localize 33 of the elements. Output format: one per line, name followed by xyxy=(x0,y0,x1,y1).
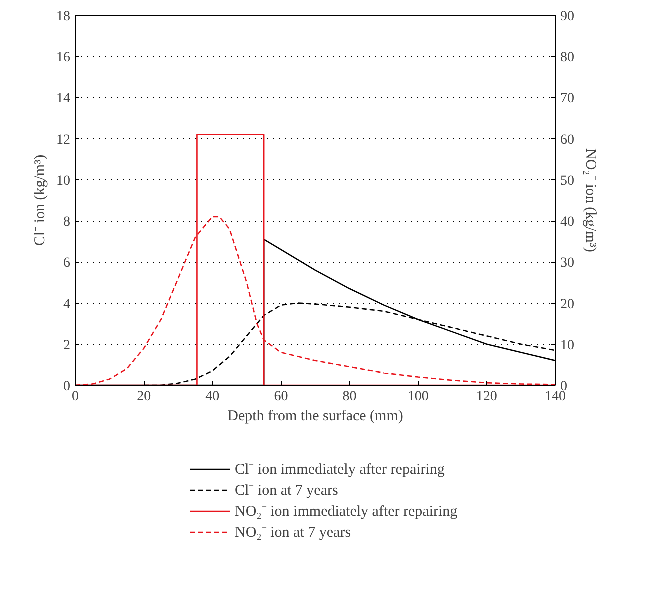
y-axis-title: Cl⁻ ion (kg/m³) xyxy=(32,154,48,246)
y-tick-label: 0 xyxy=(64,380,70,394)
y-tick-label: 18 xyxy=(56,10,70,24)
y-tick-label: 4 xyxy=(64,297,70,312)
y-tick-label: 2 xyxy=(64,338,70,354)
x-tick-label: 40 xyxy=(206,390,220,404)
x-tick-label: 140 xyxy=(545,390,566,404)
y2-axis-title: NO₂⁻ ion (kg/m³) xyxy=(582,148,598,252)
x-tick-label: 60 xyxy=(274,390,288,404)
legend-label: Cl⁻ ion at 7 years xyxy=(235,482,338,500)
y-tick-label: 8 xyxy=(64,215,70,230)
y2-tick-label: 40 xyxy=(560,215,574,230)
y-tick-label: 16 xyxy=(56,50,70,66)
y-tick-label: 10 xyxy=(56,174,70,189)
legend-label: NO₂⁻ ion at 7 years xyxy=(235,524,352,542)
y2-tick-label: 70 xyxy=(560,92,574,107)
x-tick-label: 20 xyxy=(137,390,152,404)
x-tick-label: 100 xyxy=(408,390,429,404)
y2-tick-label: 80 xyxy=(560,50,574,66)
y2-tick-label: 10 xyxy=(560,338,574,354)
y-tick-label: 14 xyxy=(56,92,70,107)
legend-label: NO₂⁻ ion immediately after repairing xyxy=(235,503,458,521)
y-tick-label: 12 xyxy=(56,132,70,148)
x-axis-title: Depth from the surface (mm) xyxy=(228,408,404,424)
x-tick-label: 80 xyxy=(342,390,357,404)
y2-tick-label: 30 xyxy=(560,256,574,272)
y2-tick-label: 60 xyxy=(560,132,574,148)
x-tick-label: 120 xyxy=(476,390,498,404)
y2-tick-label: 50 xyxy=(560,174,574,189)
y2-tick-label: 90 xyxy=(560,10,574,24)
y-tick-label: 6 xyxy=(64,256,70,272)
y2-tick-label: 20 xyxy=(560,297,574,312)
legend-label: Cl⁻ ion immediately after repairing xyxy=(235,461,445,479)
